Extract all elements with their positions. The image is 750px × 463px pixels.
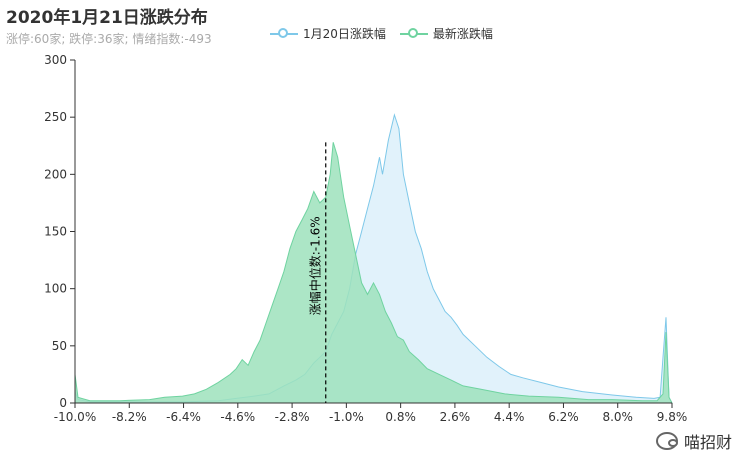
x-tick-label: 8.0% [602, 410, 633, 424]
y-tick-label: 250 [44, 110, 67, 124]
x-tick-label: -1.0% [329, 410, 364, 424]
x-tick-label: 6.2% [548, 410, 579, 424]
legend-marker-icon [399, 27, 428, 41]
legend-item-series-1[interactable]: 1月20日涨跌幅 [270, 25, 386, 42]
chart-subtitle: 涨停:60家; 跌停:36家; 情绪指数:-493 [6, 32, 212, 46]
watermark-text: 喵招财 [683, 433, 732, 452]
x-tick-label: -4.6% [220, 410, 255, 424]
chart-title: 2020年1月21日涨跌分布 [6, 8, 208, 28]
x-tick-label: 0.8% [385, 410, 416, 424]
legend-label-series-1: 1月20日涨跌幅 [303, 27, 386, 41]
y-tick-label: 100 [44, 282, 67, 296]
y-tick-label: 200 [44, 167, 67, 181]
x-tick-label: -8.2% [112, 410, 147, 424]
y-tick-label: 300 [44, 53, 67, 67]
x-tick-label: 9.8% [657, 410, 688, 424]
legend: 1月20日涨跌幅 最新涨跌幅 [270, 25, 493, 42]
watermark: 喵招财 [655, 429, 732, 453]
y-tick-label: 0 [59, 396, 67, 410]
y-tick-label: 50 [52, 339, 67, 353]
series-area-1 [75, 114, 672, 404]
median-label: 涨幅中位数:-1.6% [308, 216, 323, 315]
legend-label-series-2: 最新涨跌幅 [432, 27, 493, 41]
series-area-2 [75, 142, 672, 404]
y-tick-label: 150 [44, 225, 67, 239]
x-tick-label: -6.4% [166, 410, 201, 424]
x-tick-label: -10.0% [54, 410, 96, 424]
series-line-2 [74, 142, 673, 404]
x-tick-label: 4.4% [494, 410, 525, 424]
legend-marker-icon [270, 27, 298, 41]
x-tick-label: 2.6% [440, 410, 471, 424]
wechat-icon [655, 432, 678, 450]
x-tick-label: -2.8% [275, 410, 310, 424]
legend-item-series-2[interactable]: 最新涨跌幅 [399, 25, 493, 42]
